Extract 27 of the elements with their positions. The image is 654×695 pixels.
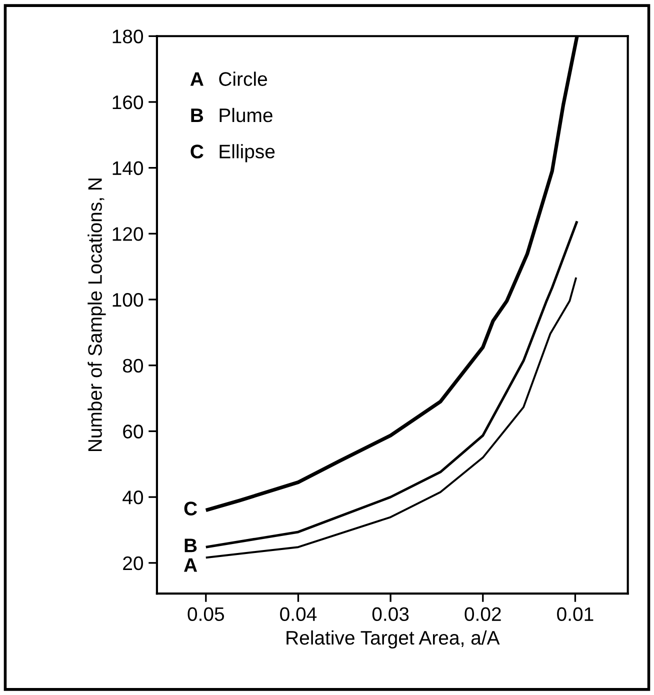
y-tick-label: 40 <box>122 490 144 504</box>
text: A <box>190 72 204 86</box>
line-series <box>204 276 578 559</box>
y-tick-label: 100 <box>112 292 144 307</box>
series-label: A <box>184 558 198 572</box>
x-tick-label: 0.02 <box>464 607 501 622</box>
x-axis-title: Relative Target Area, a/A <box>286 630 500 649</box>
y-tick-label: 60 <box>123 424 144 438</box>
x-tick-label: 0.05 <box>188 607 224 622</box>
x-tick-label: 0.04 <box>280 607 317 622</box>
annotation: Ellipse <box>220 144 275 162</box>
text: B <box>191 108 204 122</box>
y-tick-label: 20 <box>123 556 144 570</box>
y-axis-title: Number of Sample Locations, N <box>88 178 106 452</box>
line-series <box>204 220 578 548</box>
series-label: B <box>184 538 197 552</box>
annotation: Plume <box>220 108 272 122</box>
series-label: C <box>184 502 198 516</box>
x-tick-label: 0.03 <box>372 607 409 622</box>
annotation: Circle <box>219 72 268 86</box>
y-tick-label: 140 <box>112 161 144 176</box>
y-tick-label: 160 <box>112 95 144 110</box>
x-tick-label: 0.01 <box>557 607 594 622</box>
y-tick-label: 80 <box>122 358 144 373</box>
text: C <box>190 144 204 158</box>
y-tick-label: 120 <box>112 227 144 241</box>
y-tick-label: 180 <box>112 30 144 44</box>
